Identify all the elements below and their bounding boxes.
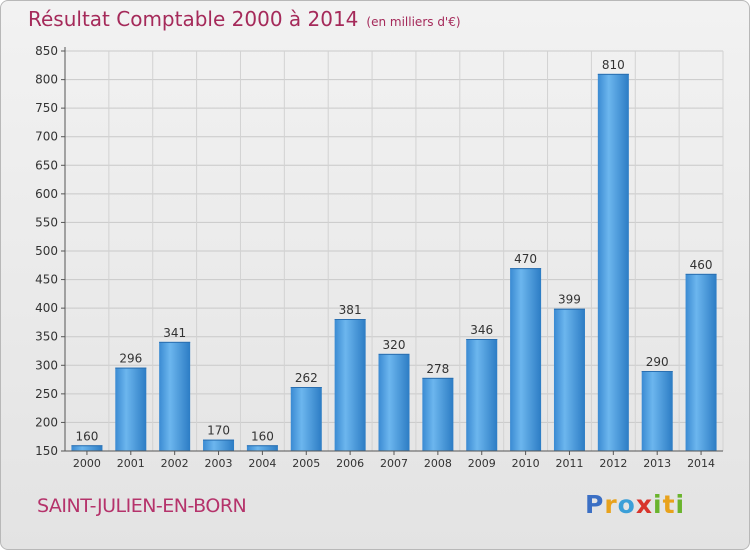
bar-2003 [203, 439, 235, 451]
bar-2008 [422, 377, 454, 451]
y-tick-label: 800 [35, 73, 58, 87]
value-label: 296 [119, 352, 142, 366]
bar-2010 [510, 268, 542, 451]
x-tick-label: 2010 [512, 457, 540, 470]
value-label: 460 [690, 258, 713, 272]
logo-letter: t [662, 490, 676, 519]
value-label: 170 [207, 424, 230, 438]
x-tick-label: 2008 [424, 457, 452, 470]
bar-2012 [597, 73, 629, 451]
x-tick-label: 2000 [73, 457, 101, 470]
x-tick-label: 2005 [292, 457, 320, 470]
x-tick-label: 2003 [205, 457, 233, 470]
value-label: 160 [251, 429, 274, 443]
x-tick-label: 2014 [687, 457, 715, 470]
bar-2006 [334, 319, 366, 451]
chart-subtitle: (en milliers d'€) [366, 15, 461, 29]
x-tick-label: 2002 [161, 457, 189, 470]
y-tick-label: 250 [35, 387, 58, 401]
logo-letter: i [675, 490, 686, 519]
y-tick-label: 500 [35, 244, 58, 258]
bar-2005 [290, 387, 322, 451]
y-tick-label: 750 [35, 101, 58, 115]
bar-2001 [115, 367, 147, 451]
bar-2014 [685, 273, 717, 451]
logo-letter: r [604, 490, 618, 519]
value-label: 399 [558, 293, 581, 307]
bar-2000 [71, 445, 103, 451]
y-tick-label: 650 [35, 158, 58, 172]
chart-title: Résultat Comptable 2000 à 2014 (en millie… [28, 7, 461, 31]
y-tick-label: 850 [35, 44, 58, 58]
logo-letter: x [635, 490, 653, 519]
axes: 150 200 250 300 350 400 450 500 550 600 650 700 750 8… [35, 44, 723, 470]
y-tick-label: 350 [35, 330, 58, 344]
value-label: 278 [426, 362, 449, 376]
x-tick-label: 2011 [555, 457, 583, 470]
value-label: 346 [470, 323, 493, 337]
value-label: 290 [646, 355, 669, 369]
logo-letter: i [653, 490, 663, 519]
value-label: 262 [295, 371, 318, 385]
bar-2013 [641, 371, 673, 451]
value-label: 470 [514, 252, 537, 266]
title-text: Résultat Comptable 2000 à 2014 [28, 7, 359, 31]
bars: 160 296 341 170 160 262 381 320 278 346 470 399 810 2… [71, 58, 717, 451]
x-tick-label: 2007 [380, 457, 408, 470]
y-tick-label: 200 [35, 415, 58, 429]
proxiti-logo: Proxiti [585, 490, 685, 519]
x-tick-label: 2006 [336, 457, 364, 470]
x-tick-label: 2001 [117, 457, 145, 470]
bar-2011 [553, 308, 585, 451]
x-tick-label: 2012 [599, 457, 627, 470]
y-tick-label: 550 [35, 215, 58, 229]
value-label: 320 [383, 338, 406, 352]
y-tick-label: 150 [35, 444, 58, 458]
value-label: 160 [75, 429, 98, 443]
value-label: 341 [163, 326, 186, 340]
x-tick-label: 2013 [643, 457, 671, 470]
y-tick-label: 300 [35, 358, 58, 372]
bar-2002 [159, 341, 191, 451]
value-label: 810 [602, 58, 625, 72]
y-tick-label: 600 [35, 187, 58, 201]
bar-2004 [246, 445, 278, 451]
x-tick-label: 2004 [248, 457, 276, 470]
y-tick-label: 400 [35, 301, 58, 315]
logo-letter: P [585, 490, 605, 519]
y-tick-label: 700 [35, 130, 58, 144]
value-label: 381 [339, 303, 362, 317]
x-tick-label: 2009 [468, 457, 496, 470]
bar-2007 [378, 353, 410, 451]
y-tick-label: 450 [35, 273, 58, 287]
location-name: SAINT-JULIEN-EN-BORN [37, 495, 247, 517]
bar-2009 [466, 339, 498, 451]
logo-letter: o [617, 490, 636, 519]
